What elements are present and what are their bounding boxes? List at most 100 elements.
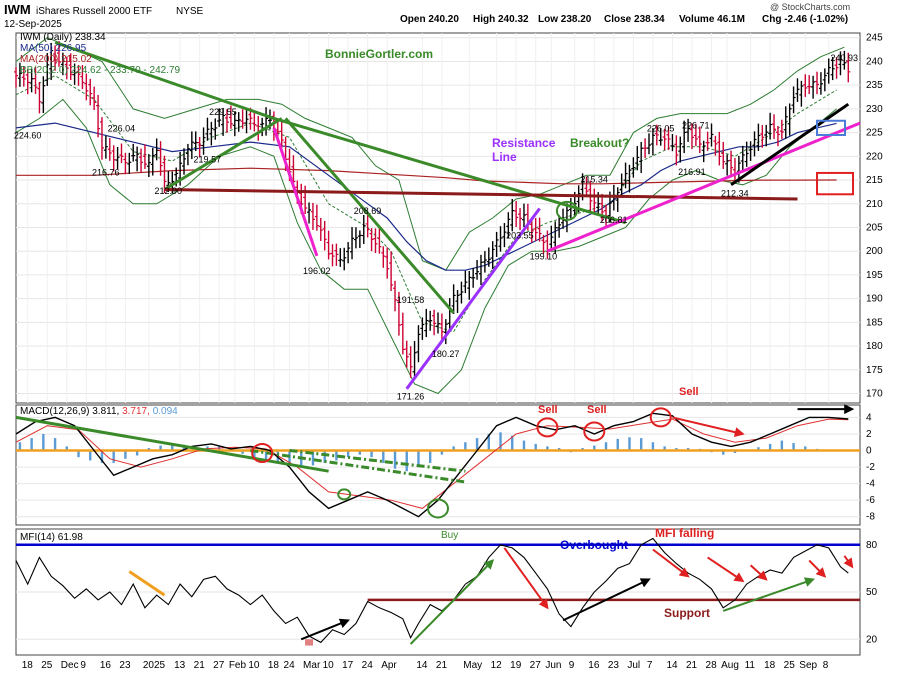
price-y-tick-label: 205	[866, 222, 883, 233]
macd-trend-line	[15, 415, 329, 473]
mfi-x-tick-label: 16	[100, 660, 112, 671]
low-value: Low 238.20	[538, 14, 592, 25]
price-legend-bb: BB(20,2.0) 224.62 - 233.70 - 242.79	[20, 65, 181, 76]
macd-hist-bar	[65, 446, 68, 451]
price-trend-line	[546, 121, 861, 253]
macd-hist-bar	[18, 442, 22, 451]
price-trend-line	[405, 207, 541, 390]
macd-hist-bar	[77, 450, 80, 458]
macd-hist-bar	[604, 442, 608, 451]
mfi-trend-line	[843, 555, 854, 569]
macd-hist-bar	[487, 433, 490, 451]
mfi-x-tick-label: 25	[784, 660, 796, 671]
macd-hist-bar	[792, 443, 795, 451]
macd-hist-bar	[171, 443, 174, 451]
bb-upper-line	[15, 37, 845, 271]
mfi-x-tick-label: 8	[823, 660, 829, 671]
mfi-x-tick-label: 21	[194, 660, 206, 671]
macd-hist-bar	[393, 450, 397, 469]
mfi-x-tick-label: 27	[213, 660, 225, 671]
price-label: 203.55	[506, 230, 534, 240]
ma200-line	[16, 167, 837, 185]
macd-circle	[251, 443, 274, 463]
price-frame	[15, 32, 861, 404]
price-label: 212.34	[721, 189, 749, 199]
macd-hist-bar	[546, 446, 549, 451]
macd-hist-bar	[651, 442, 655, 451]
macd-hist-bar	[159, 445, 162, 451]
macd-y-tick-label: -8	[866, 512, 875, 523]
mfi-x-tick-label: 14	[416, 660, 428, 671]
macd-hist-bar	[768, 443, 772, 451]
ticker-name: iShares Russell 2000 ETF	[36, 6, 152, 17]
price-y-tick-label: 195	[866, 270, 883, 281]
price-label: 226.71	[682, 121, 710, 131]
macd-hist-bar	[428, 450, 432, 463]
price-label: 216.76	[92, 168, 120, 178]
mfi-x-tick-label: Feb	[229, 660, 247, 671]
price-label: 229.55	[209, 107, 237, 117]
price-y-tick-label: 220	[866, 151, 883, 162]
macd-hist-bar	[358, 450, 362, 455]
macd-hist-bar	[522, 440, 526, 451]
macd-frame	[15, 404, 861, 526]
mfi-trend-line	[808, 559, 827, 578]
macd-y-tick-label: 2	[866, 429, 872, 440]
macd-hist-bar	[440, 450, 444, 455]
mfi-x-tick-label: 19	[510, 660, 522, 671]
mfi-x-tick-label: 9	[569, 660, 575, 671]
ma50-line	[15, 122, 837, 271]
macd-hist-bar	[264, 450, 268, 461]
mfi-trend-line	[409, 559, 495, 645]
mfi-trend-line	[128, 570, 166, 597]
stockcharts-watermark: @ StockCharts.com	[770, 2, 850, 12]
change-value: Chg -2.46 (-1.02%)	[762, 14, 848, 25]
mfi-trend-line	[562, 578, 651, 622]
macd-signal-line	[15, 418, 849, 509]
mfi-x-tick-label: 17	[342, 660, 354, 671]
macd-hist-bar	[112, 450, 115, 463]
mfi-x-tick-label: 18	[764, 660, 776, 671]
mfi-x-tick-label: Mar	[303, 660, 321, 671]
macd-y-tick-label: 0	[866, 446, 872, 457]
mfi-x-tick-label: 27	[530, 660, 542, 671]
macd-hist-bar	[30, 438, 33, 451]
resistance-label: Resistance	[492, 136, 556, 150]
buy-label: Buy	[441, 530, 458, 541]
macd-hist-bar	[89, 450, 92, 461]
macd-hist-bar	[346, 450, 350, 458]
mfi-x-tick-label: 21	[686, 660, 698, 671]
price-trend-line	[163, 117, 283, 191]
price-label: 208.69	[354, 206, 382, 216]
price-label: 226.04	[108, 124, 136, 134]
macd-circle	[427, 498, 449, 519]
price-trend-line	[730, 102, 850, 187]
price-label: 196.02	[303, 266, 331, 276]
macd-hist-bar	[370, 450, 373, 458]
macd-legend: MACD(12,26,9) 3.811, 3.717, 0.094	[20, 406, 178, 417]
price-label: 215.34	[580, 174, 608, 184]
macd-circle	[337, 488, 352, 501]
breakout-label: Breakout?	[570, 136, 629, 150]
macd-sell-arrow	[672, 416, 745, 437]
close-value: Close 238.34	[604, 14, 665, 25]
chart-date: 12-Sep-2025	[4, 19, 62, 30]
brand-label: BonnieGortler.com	[325, 47, 433, 61]
price-label: 171.26	[397, 392, 425, 402]
mfi-x-tick-label: May	[463, 660, 482, 671]
mfi-x-tick-label: Jun	[545, 660, 561, 671]
macd-hist-bar	[253, 450, 256, 458]
mfi-x-tick-label: 21	[436, 660, 448, 671]
bb-lower-line	[15, 98, 837, 395]
mfi-trend-line	[652, 548, 690, 578]
price-label: 180.27	[432, 349, 460, 359]
mfi-x-tick-label: 24	[362, 660, 374, 671]
mfi-x-tick-label: 14	[666, 660, 678, 671]
macd-hist-bar	[452, 446, 455, 451]
price-label: 224.60	[14, 131, 42, 141]
mfi-trend-line	[503, 547, 549, 610]
ticker-symbol: IWM	[4, 2, 31, 17]
macd-y-tick-label: -2	[866, 462, 875, 473]
price-legend-ma50: MA(50) 226.95	[20, 43, 87, 54]
